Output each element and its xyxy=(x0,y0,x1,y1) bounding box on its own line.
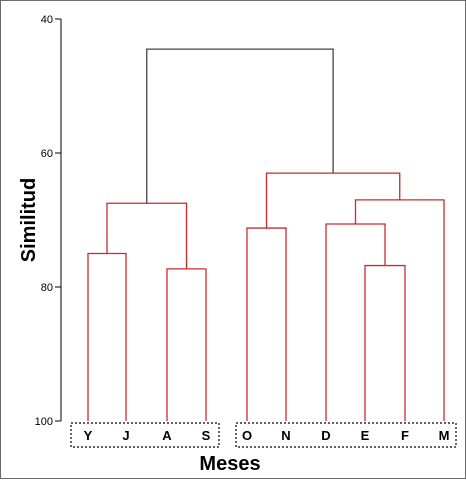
merge-link-Y-J xyxy=(87,252,127,421)
y-tick-label-80: 80 xyxy=(41,282,53,294)
leaf-group-box-2 xyxy=(235,422,457,448)
merge-link-D-E-F xyxy=(325,223,386,421)
leaf-label-M: M xyxy=(439,428,450,443)
leaf-group-boxes xyxy=(70,422,457,448)
leaf-label-N: N xyxy=(281,428,290,443)
y-axis-title: Similitud xyxy=(18,178,40,262)
y-tick-label-40: 40 xyxy=(41,14,53,26)
merge-link-E-F xyxy=(364,264,406,421)
y-axis-ticks: 40 60 80 100 xyxy=(35,14,61,428)
merge-link-D-E-F-M xyxy=(354,199,445,421)
merge-link-Y-J-A-S-O-N-D-E-F-M xyxy=(146,48,334,204)
leaf-label-D: D xyxy=(321,428,330,443)
y-tick-label-100: 100 xyxy=(35,416,53,428)
leaf-label-F: F xyxy=(401,428,409,443)
x-axis-title: Meses xyxy=(199,453,260,475)
merge-link-Y-J-A-S xyxy=(106,202,188,269)
leaf-label-J: J xyxy=(122,428,129,443)
dendrogram-links xyxy=(87,48,445,421)
leaf-label-S: S xyxy=(202,428,211,443)
merge-link-A-S xyxy=(166,268,207,421)
leaf-label-Y: Y xyxy=(84,428,93,443)
merge-link-O-N xyxy=(246,227,287,421)
leaf-label-O: O xyxy=(242,428,252,443)
leaf-group-box-1 xyxy=(70,422,220,448)
merge-link-O-N-D-E-F-M xyxy=(265,172,401,229)
leaf-label-A: A xyxy=(162,428,172,443)
y-tick-label-60: 60 xyxy=(41,148,53,160)
leaf-label-E: E xyxy=(361,428,370,443)
